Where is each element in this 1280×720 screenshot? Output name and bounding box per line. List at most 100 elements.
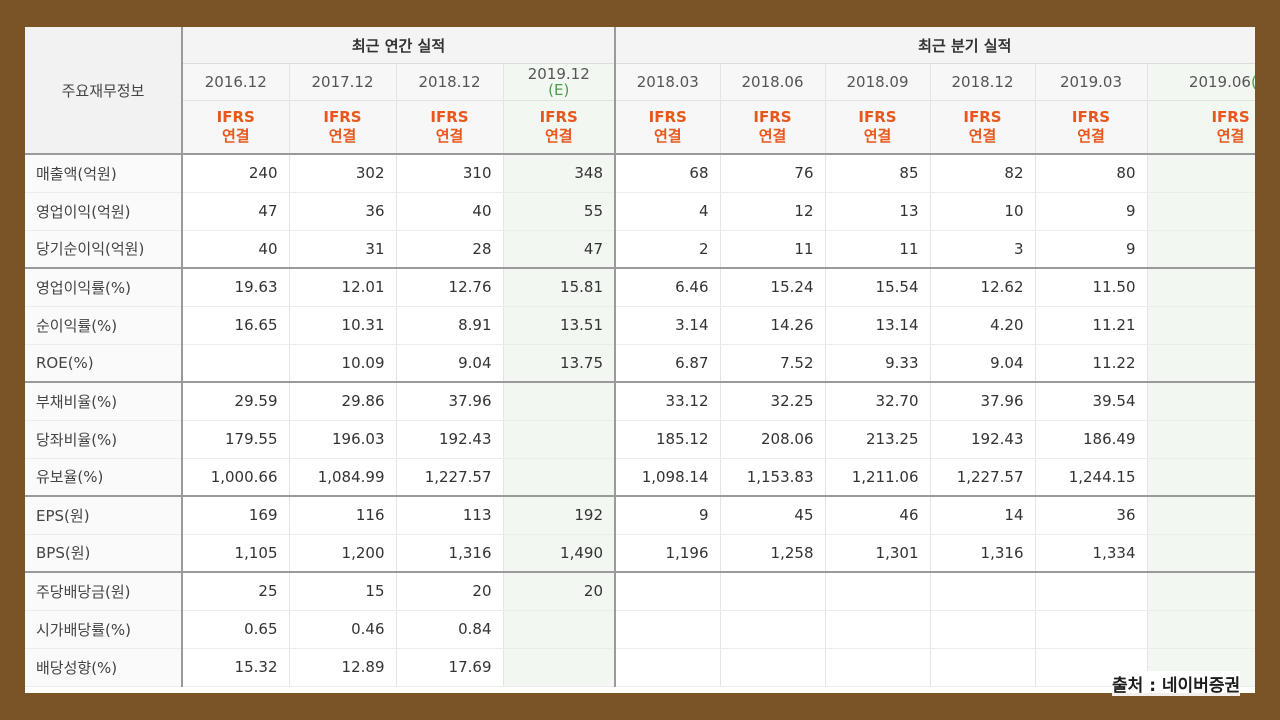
table-cell [615, 648, 721, 687]
table-row: 영업이익률(%) 19.63 12.01 12.76 15.81 6.46 15.24 15.… [25, 268, 1255, 307]
table-cell: 10.09 [289, 344, 397, 383]
table-cell [1147, 268, 1255, 307]
row-label: 당좌비율(%) [25, 420, 183, 459]
table-cell [1147, 420, 1255, 459]
table-cell [720, 648, 826, 687]
table-cell: 45 [720, 496, 826, 535]
table-cell: 6.46 [615, 268, 721, 307]
table-cell: 192.43 [396, 420, 504, 459]
table-cell [1147, 344, 1255, 383]
table-cell: 192 [503, 496, 616, 535]
consolidated-label: 연결 [1077, 127, 1105, 145]
table-cell: 1,316 [930, 534, 1036, 573]
table-cell: 7.52 [720, 344, 826, 383]
ifrs-label: IFRS [963, 108, 1002, 126]
table-cell: 11.50 [1035, 268, 1148, 307]
row-label: 당기순이익(억원) [25, 230, 183, 269]
table-cell: 47 [182, 192, 290, 231]
source-caption: 출처 : 네이버증권 [1112, 671, 1241, 696]
table-cell [825, 648, 931, 687]
table-cell: 1,227.57 [930, 458, 1036, 497]
table-cell: 6.87 [615, 344, 721, 383]
row-label: 유보율(%) [25, 458, 183, 497]
table-cell: 39.54 [1035, 382, 1148, 421]
table-row: 순이익률(%) 16.65 10.31 8.91 13.51 3.14 14.26 13.14… [25, 306, 1255, 345]
consolidated-label: 연결 [328, 127, 357, 145]
period-date: 2018.06 [741, 73, 804, 91]
ifrs-label: IFRS [753, 108, 792, 126]
period-header: 2019.06(E) [1147, 63, 1255, 101]
table-cell: 20 [396, 572, 504, 611]
table-cell: 8.91 [396, 306, 504, 345]
table-cell: 31 [289, 230, 397, 269]
table-cell: 1,200 [289, 534, 397, 573]
table-cell: 13.14 [825, 306, 931, 345]
table-cell: 1,153.83 [720, 458, 826, 497]
table-cell: 192.43 [930, 420, 1036, 459]
table-cell: 29.59 [182, 382, 290, 421]
table-cell: 196.03 [289, 420, 397, 459]
table-row: 매출액(억원) 240 302 310 348 68 76 85 82 80 [25, 154, 1255, 193]
row-label: 부채비율(%) [25, 382, 183, 421]
period-date: 2019.03 [1059, 73, 1123, 91]
table-cell: 11 [720, 230, 826, 269]
table-cell: 9.04 [396, 344, 504, 383]
ifrs-label: IFRS [858, 108, 897, 126]
ifrs-label: IFRS [1071, 108, 1111, 126]
period-header: 2019.03 [1035, 63, 1148, 101]
table-cell: 36 [289, 192, 397, 231]
table-cell [930, 648, 1036, 687]
period-date: 2016.12 [204, 73, 267, 91]
table-cell: 33.12 [615, 382, 721, 421]
table-cell: 13.75 [503, 344, 616, 383]
table-cell [1147, 192, 1255, 231]
table-cell: 179.55 [182, 420, 290, 459]
table-cell [615, 572, 721, 611]
table-cell: 0.65 [182, 610, 290, 649]
table-cell [1035, 572, 1148, 611]
table-cell: 4.20 [930, 306, 1036, 345]
table-row: 영업이익(억원) 47 36 40 55 4 12 13 10 9 [25, 192, 1255, 231]
financial-table: 주요재무정보 최근 연간 실적 최근 분기 실적 2016.12 2017.12 2… [25, 27, 1255, 687]
consolidated-label: 연결 [1216, 127, 1245, 145]
estimate-mark: (E) [1251, 73, 1255, 91]
table-row: ROE(%) 10.09 9.04 13.75 6.87 7.52 9.33 9.04 11.2… [25, 344, 1255, 383]
ifrs-consolidated-label: IFRS 연결 [289, 100, 397, 155]
row-label: 매출액(억원) [25, 154, 183, 193]
table-cell: 9.33 [825, 344, 931, 383]
period-header: 2018.06 [720, 63, 826, 101]
table-cell [503, 420, 616, 459]
table-cell: 25 [182, 572, 290, 611]
table-cell: 12.76 [396, 268, 504, 307]
ifrs-consolidated-label: IFRS 연결 [1147, 100, 1255, 155]
table-cell: 1,196 [615, 534, 721, 573]
table-cell: 36 [1035, 496, 1148, 535]
table-row: 부채비율(%) 29.59 29.86 37.96 33.12 32.25 32.70 37.… [25, 382, 1255, 421]
table-cell: 11.22 [1035, 344, 1148, 383]
table-cell: 1,227.57 [396, 458, 504, 497]
row-label: 주당배당금(원) [25, 572, 183, 611]
table-cell: 3.14 [615, 306, 721, 345]
table-cell: 9 [1035, 192, 1148, 231]
table-cell: 0.46 [289, 610, 397, 649]
consolidated-label: 연결 [435, 127, 464, 145]
period-header: 2019.12 (E) [503, 63, 616, 101]
ifrs-consolidated-label: IFRS 연결 [182, 100, 290, 155]
table-cell [1147, 306, 1255, 345]
table-cell [503, 610, 616, 649]
ifrs-consolidated-label: IFRS 연결 [396, 100, 504, 155]
table-cell: 240 [182, 154, 290, 193]
ifrs-consolidated-label: IFRS 연결 [1035, 100, 1148, 155]
row-label: 배당성향(%) [25, 648, 183, 687]
table-cell: 116 [289, 496, 397, 535]
table-cell: 4 [615, 192, 721, 231]
consolidated-label: 연결 [653, 127, 682, 145]
period-header: 2018.09 [825, 63, 931, 101]
table-cell: 10.31 [289, 306, 397, 345]
period-date: 2019.06 [1188, 73, 1251, 91]
table-cell: 15 [289, 572, 397, 611]
table-row: 주당배당금(원) 25 15 20 20 [25, 572, 1255, 611]
period-header: 2018.03 [615, 63, 721, 101]
table-cell: 14.26 [720, 306, 826, 345]
ifrs-label: IFRS [216, 108, 255, 126]
